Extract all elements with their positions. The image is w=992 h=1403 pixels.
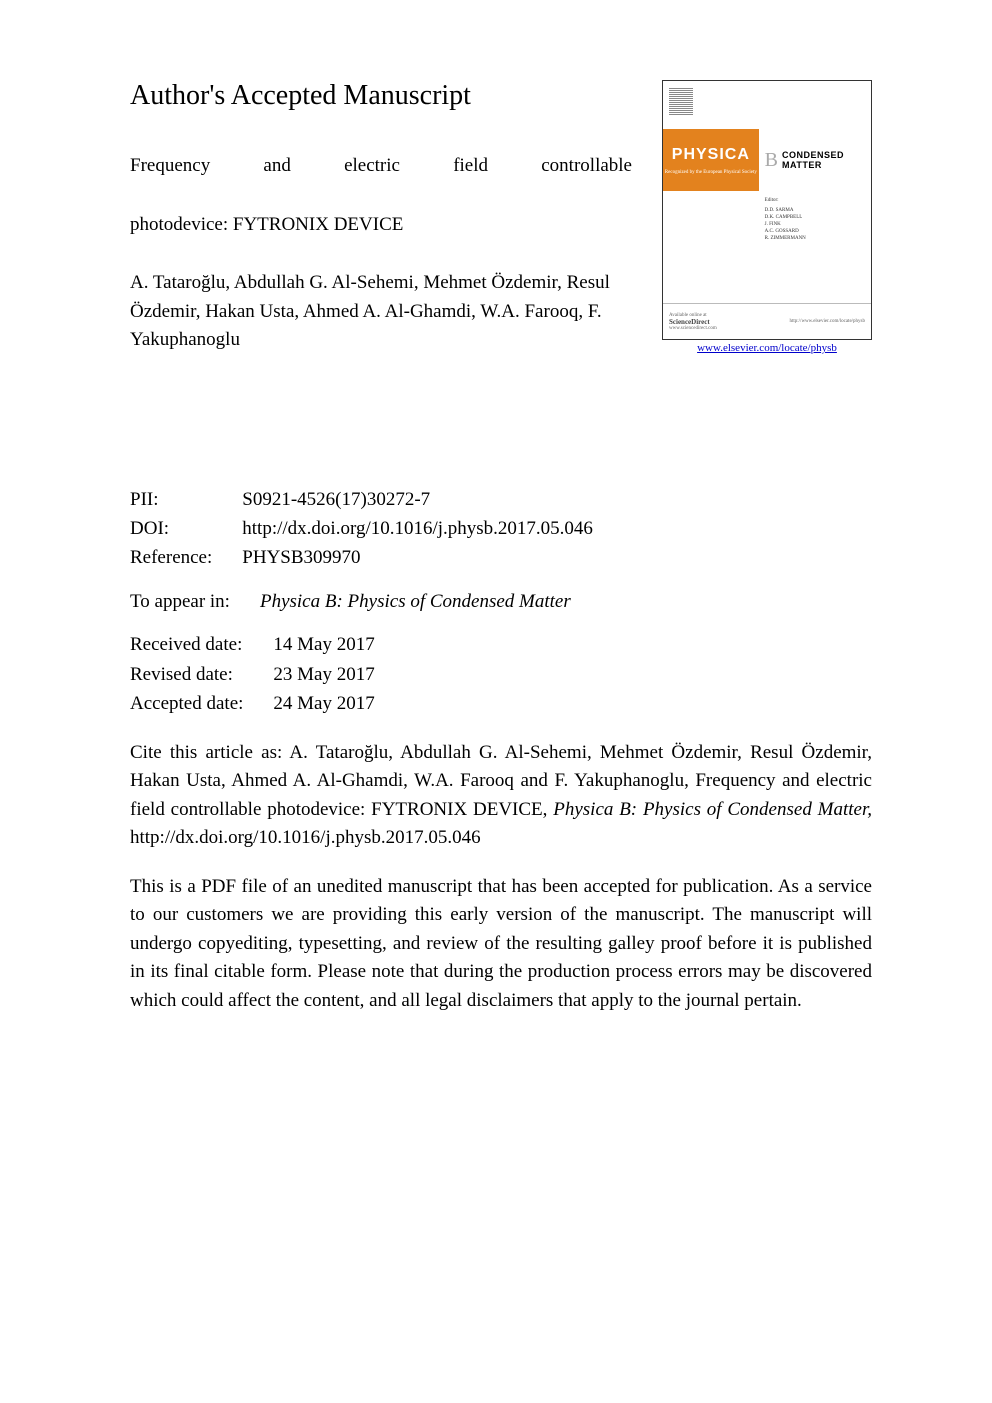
ref-value: PHYSB309970 — [242, 543, 593, 572]
appear-value: Physica B: Physics of Condensed Matter — [260, 587, 571, 616]
ref-label: Reference: — [130, 543, 242, 572]
article-title-line1: Frequency and electric field controllabl… — [130, 152, 632, 181]
citation: Cite this article as: A. Tataroğlu, Abdu… — [130, 739, 872, 853]
meta-table-1: PII: S0921-4526(17)30272-7 DOI: http://d… — [130, 485, 593, 573]
revised-label: Revised date: — [130, 660, 273, 689]
cover-body-left — [663, 191, 759, 303]
cover-body: Editor: D.D. SARMA D.K. CAMPBELL J. FINK… — [663, 191, 871, 303]
metadata-block: PII: S0921-4526(17)30272-7 DOI: http://d… — [130, 485, 872, 719]
elsevier-logo-icon — [669, 87, 693, 115]
disclaimer: This is a PDF file of an unedited manusc… — [130, 873, 872, 1016]
cover-mid: PHYSICA Recognized by the European Physi… — [663, 129, 871, 191]
accepted-label: Accepted date: — [130, 689, 273, 718]
journal-cover: PHYSICA Recognized by the European Physi… — [662, 80, 872, 340]
meta-table-appear: To appear in: Physica B: Physics of Cond… — [130, 587, 571, 616]
meta-row-revised: Revised date: 23 May 2017 — [130, 660, 375, 689]
cover-mid-right: B CONDENSED MATTER — [759, 129, 871, 191]
header-left: Author's Accepted Manuscript Frequency a… — [130, 80, 662, 355]
citation-journal: Physica B: Physics of Condensed Matter, — [553, 799, 872, 820]
citation-post: http://dx.doi.org/10.1016/j.physb.2017.0… — [130, 827, 481, 848]
header-row: Author's Accepted Manuscript Frequency a… — [130, 80, 872, 355]
doi-label: DOI: — [130, 514, 242, 543]
received-label: Received date: — [130, 630, 273, 659]
cover-mid-left: PHYSICA Recognized by the European Physi… — [663, 129, 759, 191]
meta-row-doi: DOI: http://dx.doi.org/10.1016/j.physb.2… — [130, 514, 593, 543]
article-title-line2: photodevice: FYTRONIX DEVICE — [130, 211, 632, 240]
pii-value: S0921-4526(17)30272-7 — [242, 485, 593, 514]
section-letter: B — [765, 149, 778, 172]
journal-name: PHYSICA — [672, 146, 750, 164]
meta-row-accepted: Accepted date: 24 May 2017 — [130, 689, 375, 718]
sciencedirect-block: Available online at ScienceDirect www.sc… — [669, 313, 717, 331]
doi-value[interactable]: http://dx.doi.org/10.1016/j.physb.2017.0… — [242, 514, 593, 543]
meta-row-received: Received date: 14 May 2017 — [130, 630, 375, 659]
section-name: CONDENSED MATTER — [782, 150, 871, 170]
sciencedirect-logo: ScienceDirect — [669, 318, 717, 326]
journal-subtitle: Recognized by the European Physical Soci… — [665, 170, 757, 175]
meta-table-dates: Received date: 14 May 2017 Revised date:… — [130, 630, 375, 718]
footer-sd-url: www.sciencedirect.com — [669, 326, 717, 331]
meta-row-appear: To appear in: Physica B: Physics of Cond… — [130, 587, 571, 616]
editor-label: Editor: — [765, 197, 865, 204]
cover-body-right: Editor: D.D. SARMA D.K. CAMPBELL J. FINK… — [759, 191, 871, 303]
page-title: Author's Accepted Manuscript — [130, 80, 632, 112]
cover-footer: Available online at ScienceDirect www.sc… — [663, 303, 871, 339]
received-value: 14 May 2017 — [273, 630, 374, 659]
cover-url-link[interactable]: www.elsevier.com/locate/physb — [662, 342, 872, 354]
appear-label: To appear in: — [130, 587, 260, 616]
footer-journal-url: http://www.elsevier.com/locate/physb — [790, 319, 866, 324]
accepted-value: 24 May 2017 — [273, 689, 374, 718]
editors-list: D.D. SARMA D.K. CAMPBELL J. FINK A.C. GO… — [765, 207, 865, 242]
meta-row-ref: Reference: PHYSB309970 — [130, 543, 593, 572]
meta-row-pii: PII: S0921-4526(17)30272-7 — [130, 485, 593, 514]
cover-top — [663, 81, 871, 129]
revised-value: 23 May 2017 — [273, 660, 374, 689]
pii-label: PII: — [130, 485, 242, 514]
authors-list: A. Tataroğlu, Abdullah G. Al-Sehemi, Meh… — [130, 269, 632, 355]
journal-cover-wrap: PHYSICA Recognized by the European Physi… — [662, 80, 872, 354]
